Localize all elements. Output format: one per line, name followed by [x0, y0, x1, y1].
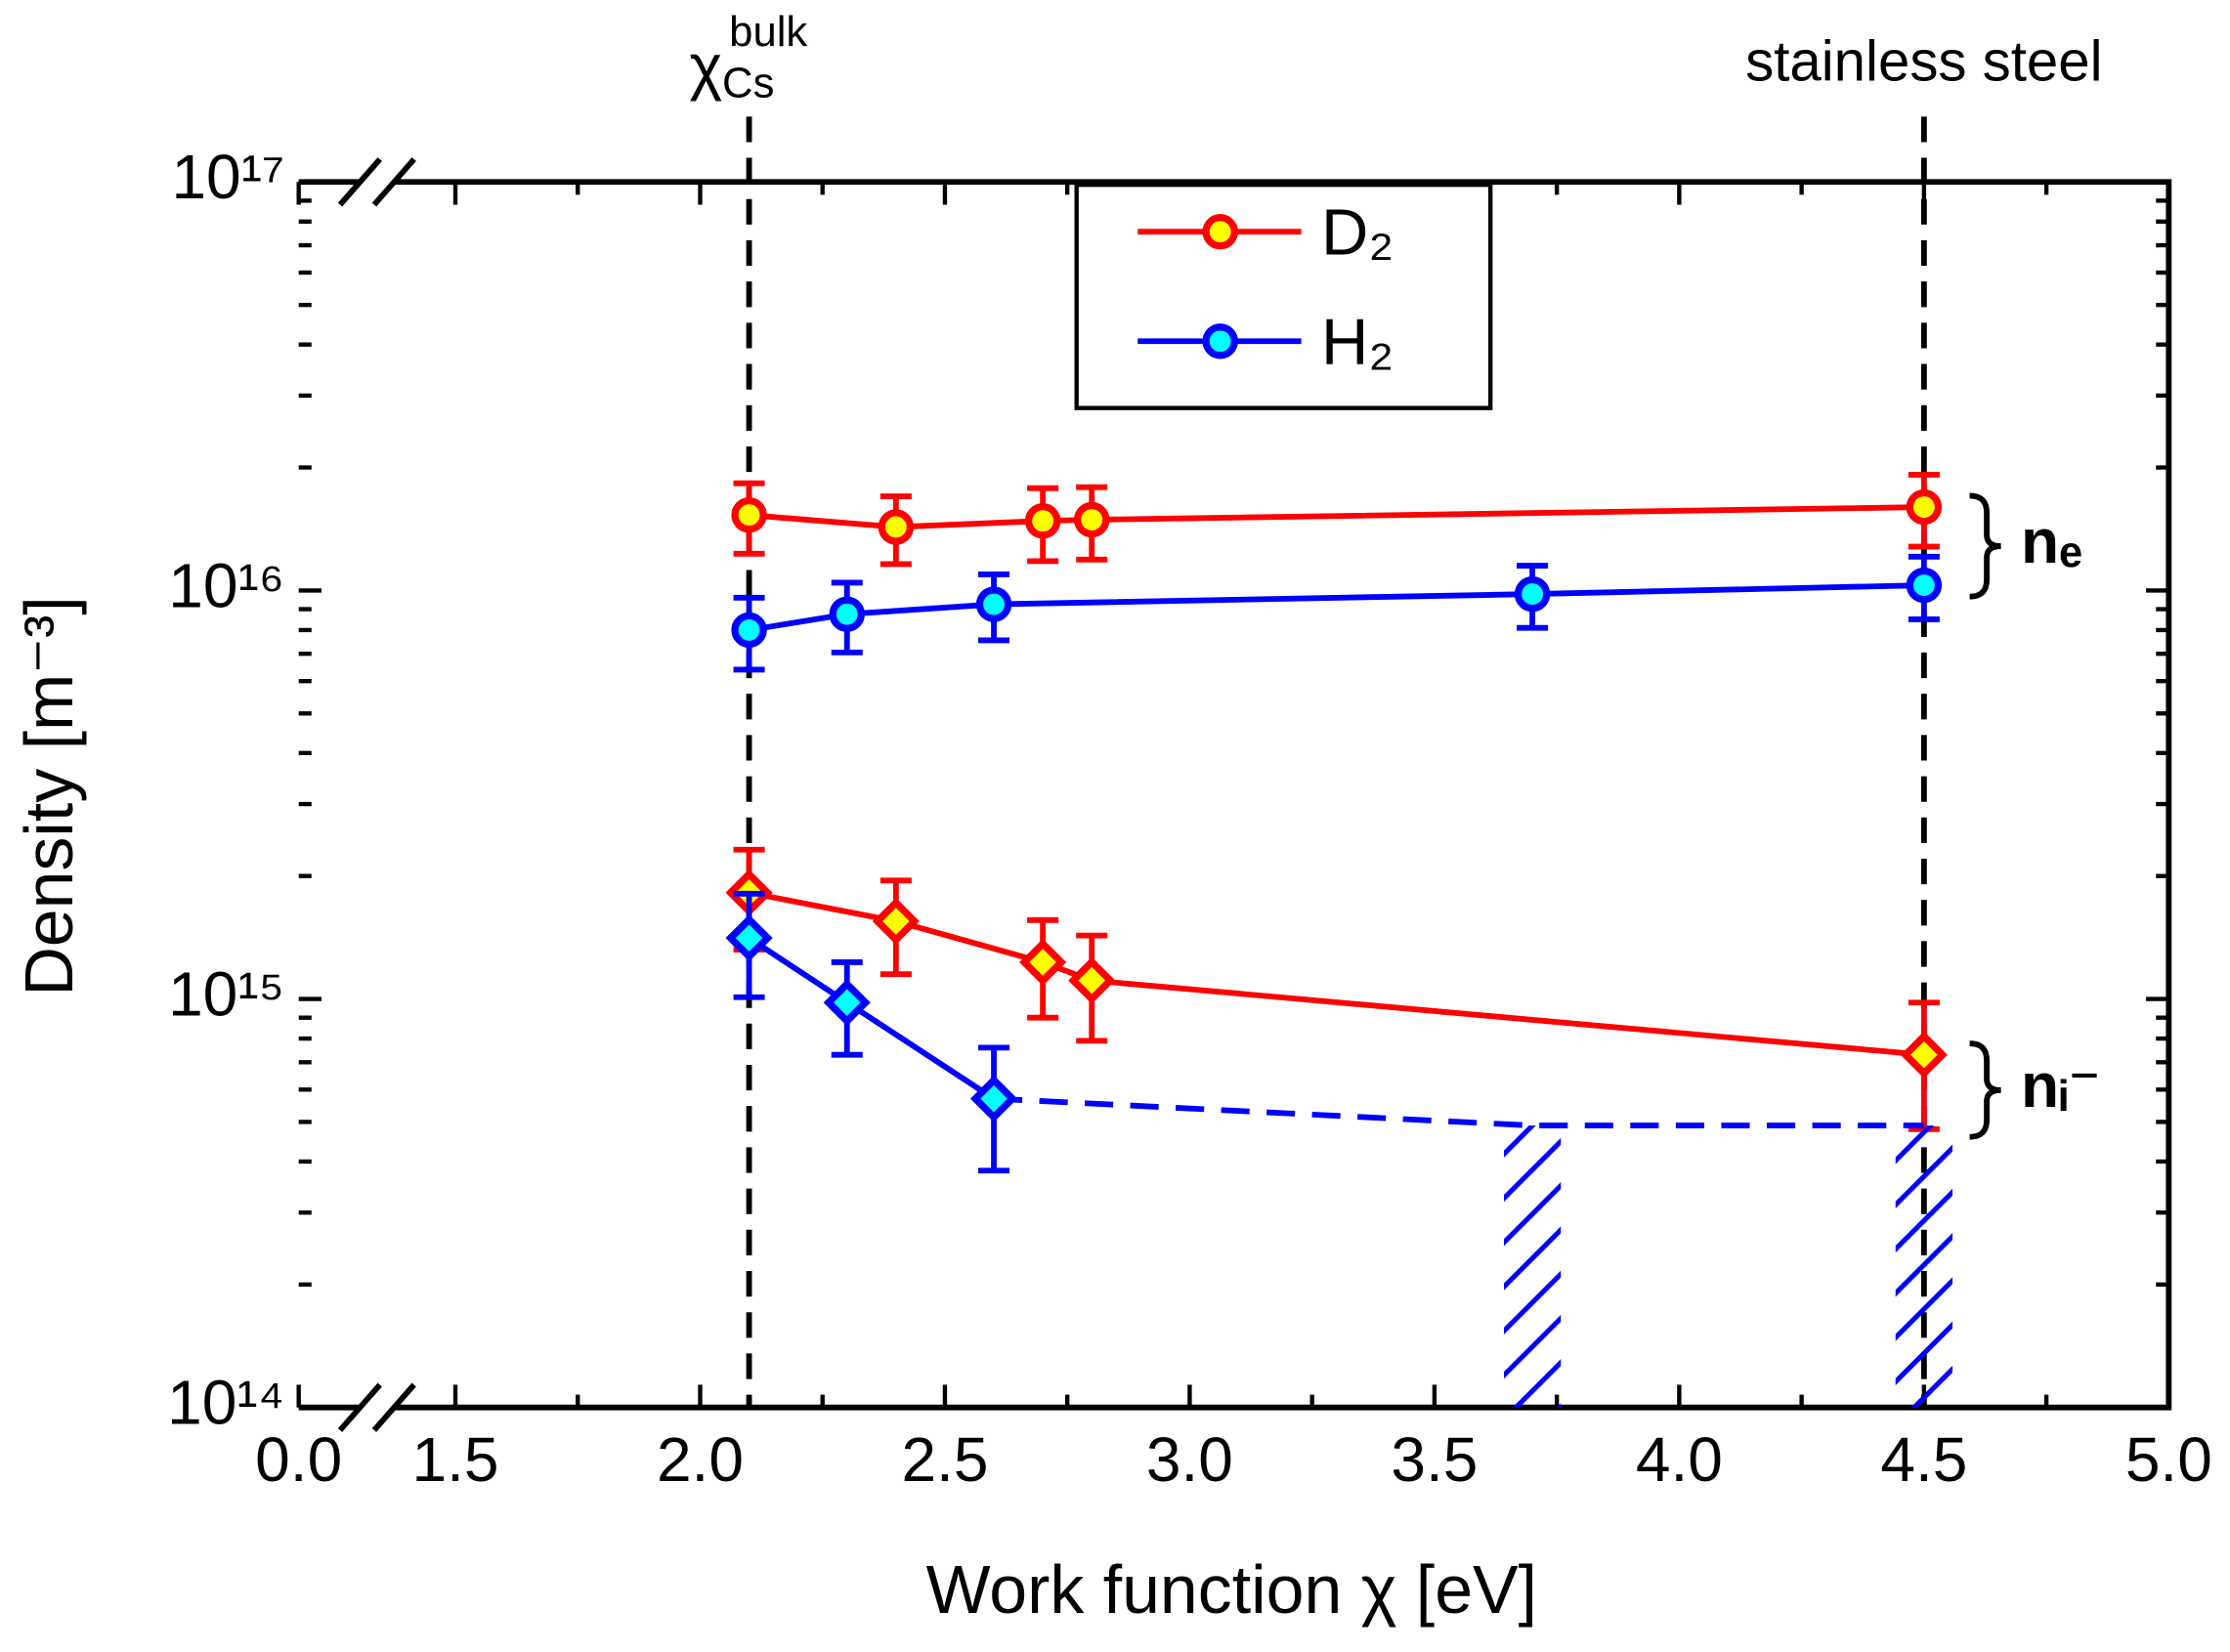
legend-label: D₂ [1321, 196, 1394, 270]
series-line [749, 582, 1924, 633]
x-tick-label: 0.0 [255, 1424, 342, 1495]
marker [872, 897, 920, 946]
marker [1024, 503, 1061, 539]
y-axis-title: Density [m⁻³] [11, 596, 87, 995]
x-tick-label: 1.5 [411, 1424, 498, 1495]
axis-break [371, 1382, 416, 1432]
axis-break [371, 157, 416, 207]
series-line [749, 889, 1925, 1058]
marker [1068, 956, 1116, 1004]
marker [1019, 938, 1067, 987]
legend-marker [1202, 214, 1238, 250]
series-line [747, 935, 996, 1102]
upper-limit-line [993, 1095, 1924, 1129]
x-tick-label: 3.5 [1391, 1424, 1478, 1495]
x-tick-label: 4.5 [1880, 1424, 1967, 1495]
legend-label: H₂ [1321, 306, 1394, 379]
superscript: bulk [729, 7, 807, 55]
marker [1906, 567, 1943, 604]
marker [1514, 575, 1551, 613]
marker [1900, 1031, 1948, 1079]
y-tick-label: 10¹⁷ [171, 142, 284, 212]
upper-limit-region [1503, 1125, 1562, 1408]
axis-frame [298, 179, 2172, 1411]
x-tick-label: 2.5 [901, 1424, 988, 1495]
axis-break [337, 1382, 382, 1432]
group-label: nₑ [2021, 506, 2082, 576]
axis-break [337, 157, 382, 207]
upper-limit-region [1895, 1125, 1952, 1408]
x-tick-label: 3.0 [1146, 1424, 1233, 1495]
marker [975, 586, 1012, 622]
x-tick-label: 2.0 [657, 1424, 744, 1495]
marker [731, 612, 767, 649]
marker [829, 596, 865, 632]
brace [1969, 1040, 2001, 1140]
x-axis-title: Work function χ [eV] [926, 1551, 1537, 1628]
marker [731, 496, 767, 533]
x-tick-label: 4.0 [1636, 1424, 1723, 1495]
legend-marker [1202, 323, 1238, 360]
group-label: nᵢ⁻ [2021, 1050, 2101, 1121]
symbol: χ [689, 31, 722, 102]
subscript: Cs [722, 59, 774, 106]
marker [1074, 501, 1110, 538]
y-tick-label: 10¹⁶ [168, 550, 284, 620]
marker [969, 1075, 1018, 1123]
marker [823, 979, 871, 1027]
marker [1906, 488, 1943, 526]
y-tick-label: 10¹⁴ [167, 1368, 284, 1438]
legend-box [1074, 182, 1493, 410]
marker [878, 509, 915, 545]
reference-label: stainless steel [1745, 29, 2102, 93]
marker [725, 914, 773, 962]
y-tick-label: 10¹⁵ [168, 958, 284, 1029]
reference-label: χCsbulk [689, 7, 807, 106]
series-line [749, 504, 1924, 530]
brace [1969, 492, 2001, 600]
x-tick-label: 5.0 [2125, 1424, 2212, 1495]
